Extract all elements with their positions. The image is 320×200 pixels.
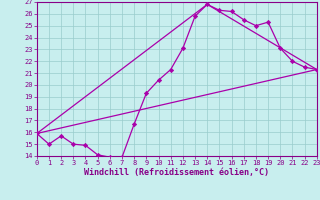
X-axis label: Windchill (Refroidissement éolien,°C): Windchill (Refroidissement éolien,°C): [84, 168, 269, 177]
